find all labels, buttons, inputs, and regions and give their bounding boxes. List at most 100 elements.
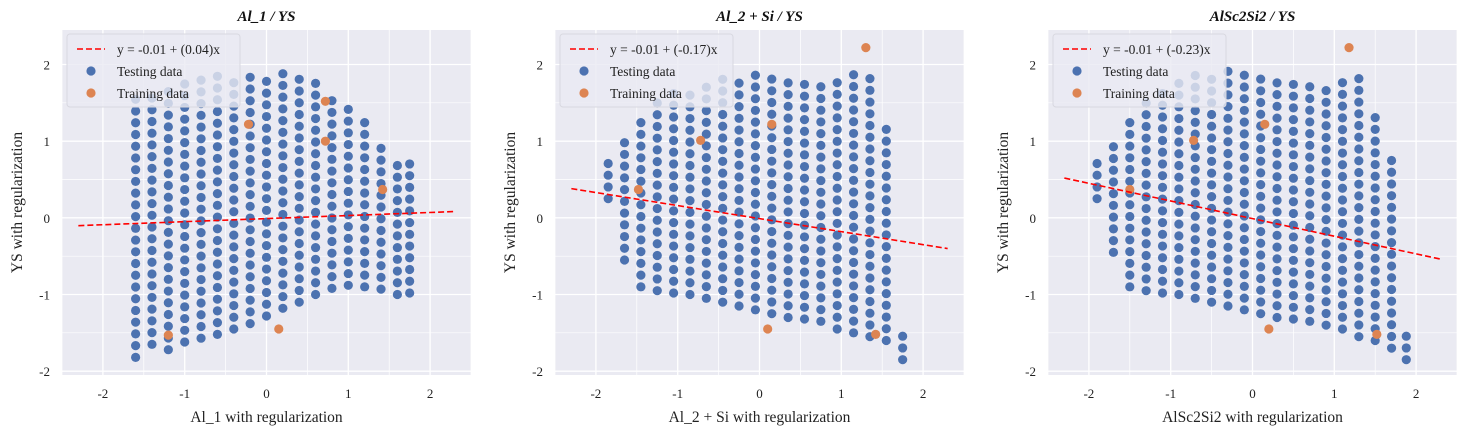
testing-point	[245, 190, 255, 200]
testing-point	[245, 236, 255, 247]
y-tick-label: 2	[44, 58, 51, 73]
testing-point	[278, 151, 288, 161]
testing-point	[848, 187, 859, 197]
testing-point	[310, 113, 321, 124]
testing-points	[131, 69, 415, 362]
testing-point	[816, 246, 826, 256]
y-tick-label: 1	[44, 134, 51, 149]
testing-point	[278, 245, 288, 255]
testing-point	[261, 276, 272, 286]
legend-testing-label: Testing data	[1103, 64, 1168, 79]
testing-point	[1272, 148, 1282, 158]
testing-point	[131, 305, 141, 316]
testing-point	[783, 101, 793, 111]
testing-point	[180, 208, 190, 218]
testing-point	[1337, 300, 1348, 311]
testing-point	[1207, 191, 1217, 202]
legend-testing-swatch	[1072, 66, 1082, 76]
testing-point	[180, 290, 190, 300]
testing-point	[1141, 227, 1151, 237]
testing-point	[245, 143, 255, 153]
testing-point	[294, 191, 304, 202]
testing-point	[1092, 158, 1102, 169]
testing-point	[310, 242, 321, 253]
testing-point	[180, 114, 190, 124]
testing-point	[881, 148, 891, 158]
x-tick-label: -2	[590, 386, 601, 401]
legend-box	[559, 33, 734, 108]
testing-point	[669, 171, 679, 181]
testing-point	[1386, 249, 1397, 259]
testing-point	[669, 124, 679, 134]
testing-point	[1288, 302, 1298, 312]
testing-point	[327, 178, 337, 188]
testing-point	[1337, 78, 1348, 88]
testing-point	[1386, 167, 1397, 177]
testing-point	[1305, 305, 1315, 315]
testing-point	[1354, 109, 1364, 119]
testing-point	[1305, 105, 1315, 115]
testing-point	[603, 158, 613, 169]
testing-point	[685, 149, 695, 159]
testing-point	[1370, 136, 1380, 146]
testing-point	[1370, 113, 1380, 123]
testing-point	[1288, 79, 1298, 90]
testing-point	[1239, 141, 1249, 151]
testing-point	[832, 277, 842, 287]
testing-point	[816, 222, 826, 233]
testing-point	[1239, 187, 1249, 198]
testing-point	[1321, 203, 1331, 213]
x-axis-label: AlSc2Si2 with regularization	[1162, 409, 1343, 426]
testing-point	[405, 241, 415, 251]
testing-point	[310, 90, 321, 100]
legend-fit-label: y = -0.01 + (0.04)x	[117, 42, 220, 57]
testing-point	[832, 78, 842, 88]
testing-point	[180, 325, 190, 335]
testing-point	[1239, 270, 1249, 280]
testing-point	[1157, 241, 1168, 251]
testing-point	[131, 270, 141, 280]
testing-point	[1354, 179, 1364, 189]
testing-point	[131, 141, 141, 151]
testing-point	[1157, 217, 1168, 228]
testing-point	[261, 135, 272, 145]
testing-point	[147, 281, 157, 291]
testing-point	[619, 173, 630, 183]
testing-point	[212, 177, 223, 187]
testing-point	[652, 133, 662, 143]
testing-point	[163, 122, 173, 132]
testing-point	[734, 266, 744, 276]
testing-point	[603, 194, 613, 204]
y-tick-label: 2	[537, 58, 544, 73]
legend-testing-swatch	[86, 66, 96, 76]
testing-point	[1272, 90, 1282, 100]
testing-point	[343, 104, 353, 114]
testing-point	[1256, 250, 1266, 260]
testing-point	[229, 195, 239, 205]
testing-point	[1370, 124, 1380, 134]
testing-point	[783, 183, 793, 194]
testing-point	[701, 141, 711, 151]
testing-point	[147, 257, 157, 267]
testing-point	[1305, 82, 1315, 92]
testing-point	[1370, 300, 1380, 310]
y-tick-label: -2	[1025, 364, 1036, 379]
testing-point	[196, 192, 206, 203]
testing-point	[180, 337, 190, 347]
testing-point	[310, 289, 321, 300]
testing-point	[865, 308, 875, 318]
testing-point	[180, 184, 190, 195]
testing-point	[734, 148, 744, 159]
testing-point	[278, 69, 288, 79]
testing-point	[376, 143, 386, 153]
testing-point	[799, 232, 810, 242]
testing-point	[1354, 156, 1364, 166]
testing-point	[718, 274, 728, 284]
testing-point	[1354, 285, 1364, 295]
testing-point	[1321, 261, 1331, 272]
testing-point	[1370, 183, 1380, 193]
testing-point	[278, 127, 288, 137]
testing-point	[245, 283, 255, 294]
testing-point	[1272, 254, 1282, 264]
testing-point	[147, 163, 157, 173]
